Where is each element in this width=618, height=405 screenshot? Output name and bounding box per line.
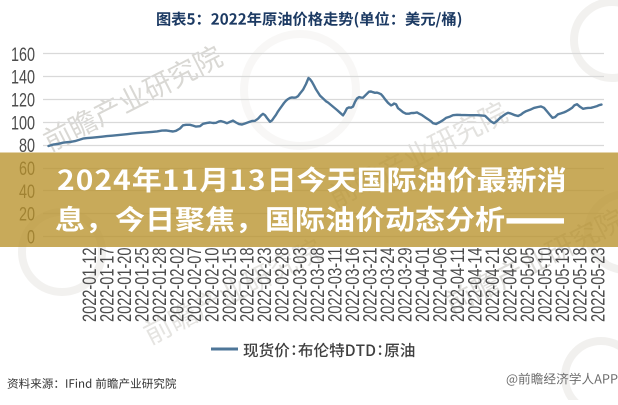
- svg-text:2022-02-23: 2022-02-23: [254, 248, 276, 323]
- svg-text:2022-01-25: 2022-01-25: [132, 247, 154, 322]
- svg-text:2022-03-21: 2022-03-21: [359, 248, 381, 323]
- svg-text:2022-01-17: 2022-01-17: [96, 248, 118, 323]
- svg-text:2022-05-10: 2022-05-10: [535, 247, 557, 322]
- svg-text:2022-03-11: 2022-03-11: [324, 248, 346, 323]
- svg-text:2022-05-18: 2022-05-18: [570, 248, 592, 323]
- svg-text:2022-02-02: 2022-02-02: [167, 248, 189, 323]
- svg-text:2022-02-07: 2022-02-07: [184, 248, 206, 323]
- svg-text:100: 100: [11, 112, 35, 134]
- svg-text:140: 140: [11, 67, 35, 89]
- svg-text:120: 120: [11, 90, 35, 112]
- svg-text:2022-02-28: 2022-02-28: [272, 248, 294, 323]
- svg-text:2022-01-28: 2022-01-28: [149, 248, 171, 323]
- svg-text:2022-04-11: 2022-04-11: [447, 248, 469, 323]
- svg-text:2022-01-20: 2022-01-20: [114, 247, 136, 322]
- svg-text:2022-04-21: 2022-04-21: [482, 248, 504, 323]
- svg-text:2022-03-08: 2022-03-08: [307, 248, 329, 323]
- svg-text:2022-04-01: 2022-04-01: [412, 248, 434, 323]
- svg-text:2022-02-10: 2022-02-10: [202, 247, 224, 322]
- svg-text:2022-05-23: 2022-05-23: [587, 248, 609, 323]
- svg-text:2022-01-12: 2022-01-12: [79, 248, 101, 323]
- svg-text:2022-03-03: 2022-03-03: [289, 248, 311, 323]
- svg-text:2022-03-29: 2022-03-29: [394, 248, 416, 323]
- svg-text:2022-04-26: 2022-04-26: [500, 248, 522, 323]
- svg-text:2022-05-13: 2022-05-13: [552, 248, 574, 323]
- svg-text:80: 80: [19, 135, 35, 157]
- svg-text:2022-02-15: 2022-02-15: [219, 247, 241, 322]
- svg-text:2022-04-06: 2022-04-06: [430, 248, 452, 323]
- svg-text:2022-04-14: 2022-04-14: [465, 247, 487, 322]
- svg-text:2022-03-16: 2022-03-16: [342, 248, 364, 323]
- svg-text:160: 160: [11, 44, 35, 66]
- svg-text:2022-05-05: 2022-05-05: [517, 247, 539, 322]
- svg-text:2022-02-18: 2022-02-18: [237, 248, 259, 323]
- svg-text:2022-03-24: 2022-03-24: [377, 247, 399, 322]
